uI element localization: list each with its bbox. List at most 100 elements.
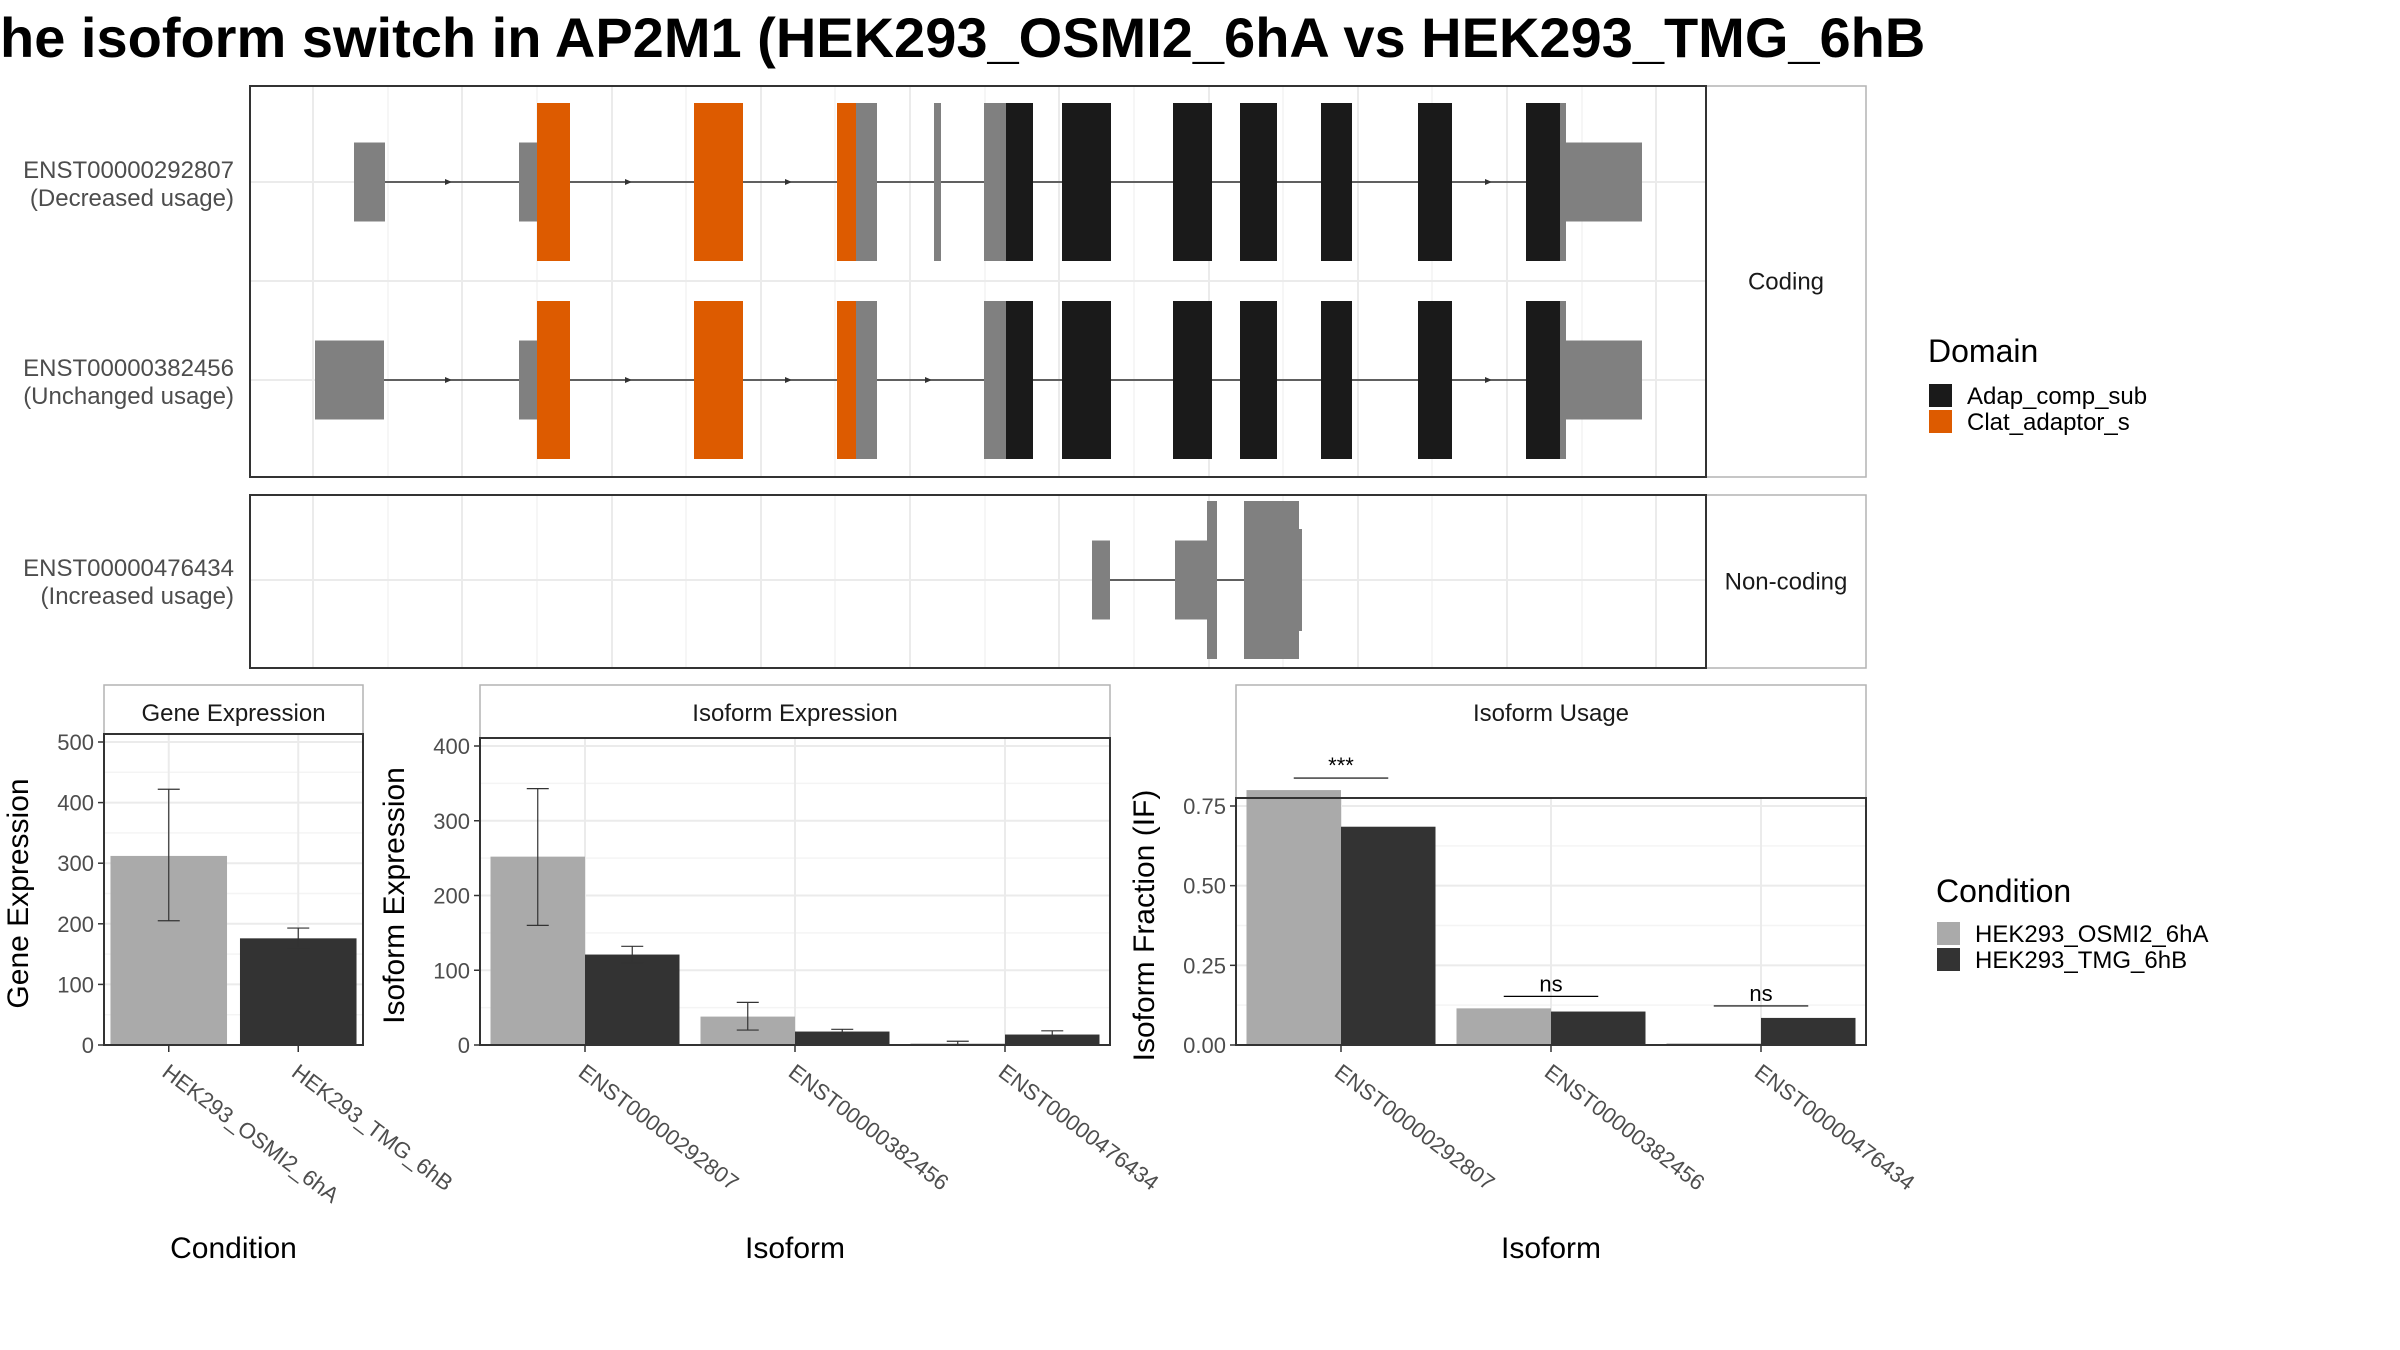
- y-tick-label: 300: [433, 809, 470, 834]
- adap-comp-sub-domain: [1062, 103, 1111, 261]
- adap-comp-sub-domain: [1418, 103, 1452, 261]
- legend-label: HEK293_OSMI2_6hA: [1975, 921, 2208, 948]
- y-tick-label: 0: [458, 1033, 470, 1058]
- direction-arrow: [1485, 377, 1492, 383]
- adap-comp-sub-domain: [1173, 103, 1212, 261]
- adap-comp-sub-domain: [1062, 301, 1111, 459]
- legend-key: [1937, 948, 1960, 971]
- direction-arrow: [785, 377, 792, 383]
- transcript-id-label: ENST00000382456: [23, 355, 234, 382]
- y-tick-label: 0.50: [1183, 874, 1226, 899]
- bar: [239, 938, 357, 1045]
- coding-exon: [856, 301, 877, 459]
- direction-arrow: [625, 377, 632, 383]
- adap-comp-sub-domain: [1526, 103, 1560, 261]
- isoform-usage-chart: Isoform Usage 0.00 0.25 0.50 0.75 *** ENST0000…: [1128, 684, 1919, 1265]
- direction-arrow: [1485, 179, 1492, 185]
- x-tick-label: ENST00000382456: [1540, 1059, 1709, 1195]
- facet-strip: [1705, 85, 1867, 478]
- adap-comp-sub-domain: [1006, 301, 1033, 459]
- utr-exon: [1566, 142, 1642, 222]
- coding-exon: [934, 103, 941, 261]
- clat-adaptor-domain: [694, 301, 743, 459]
- clat-adaptor-domain: [694, 103, 743, 261]
- structure-panel-border: [249, 494, 1707, 669]
- coding-exon: [984, 103, 1006, 261]
- panel-strip: [479, 684, 1111, 739]
- bar: [795, 1031, 890, 1045]
- adap-comp-sub-domain: [1418, 301, 1452, 459]
- legend-title: Domain: [1928, 333, 2038, 369]
- significance-label: ns: [1539, 971, 1562, 996]
- structure-panel-bg: [250, 495, 1706, 668]
- transcript-usage-label: (Decreased usage): [30, 185, 234, 212]
- coding-exon: [1560, 301, 1566, 459]
- y-tick-label: 300: [57, 851, 94, 876]
- direction-arrow: [785, 179, 792, 185]
- isoform-structure-plot: Coding Non-coding ENST00000292807(Decrease…: [23, 85, 1867, 669]
- adap-comp-sub-domain: [1240, 103, 1277, 261]
- structure-panel-border: [249, 85, 1707, 478]
- noncoding-exon: [1244, 501, 1299, 659]
- legend-title: Condition: [1936, 873, 2071, 909]
- bar: [1005, 1034, 1100, 1045]
- facet-strip: [1705, 494, 1867, 669]
- y-axis-label: Isoform Expression: [378, 767, 411, 1024]
- adap-comp-sub-domain: [1173, 301, 1212, 459]
- x-tick-label: ENST00000382456: [784, 1059, 953, 1195]
- y-tick-label: 0.75: [1183, 794, 1226, 819]
- adap-comp-sub-domain: [1321, 103, 1352, 261]
- y-tick-label: 0: [82, 1033, 94, 1058]
- y-tick-label: 400: [57, 791, 94, 816]
- transcript-id-label: ENST00000476434: [23, 555, 234, 582]
- coding-exon: [856, 103, 877, 261]
- y-tick-label: 500: [57, 730, 94, 755]
- x-axis-label: Condition: [170, 1232, 297, 1265]
- x-axis-label: Isoform: [745, 1232, 845, 1265]
- x-tick-label: ENST00000292807: [574, 1059, 743, 1195]
- panel-title: Isoform Usage: [1473, 700, 1629, 727]
- direction-arrow: [445, 179, 452, 185]
- clat-adaptor-domain: [537, 301, 570, 459]
- clat-adaptor-domain: [837, 103, 856, 261]
- panel-title: Isoform Expression: [692, 700, 897, 727]
- bar: [1456, 1008, 1551, 1045]
- isoform-expression-chart: Isoform Expression 0 100 200 300 400 ENST00000…: [378, 684, 1163, 1265]
- adap-comp-sub-domain: [1240, 301, 1277, 459]
- y-tick-label: 100: [433, 958, 470, 983]
- noncoding-exon: [1297, 529, 1302, 631]
- coding-exon: [984, 301, 1006, 459]
- utr-exon: [354, 142, 385, 222]
- panel-border: [1235, 797, 1867, 1046]
- transcript-id-label: ENST00000292807: [23, 157, 234, 184]
- utr-exon: [315, 340, 384, 420]
- transcript-usage-label: (Increased usage): [41, 583, 234, 610]
- panel-border: [479, 737, 1111, 1046]
- adap-comp-sub-domain: [1526, 301, 1560, 459]
- legend-key: [1937, 922, 1960, 945]
- significance-label: ***: [1328, 753, 1354, 778]
- adap-comp-sub-domain: [1321, 301, 1352, 459]
- direction-arrow: [445, 377, 452, 383]
- y-tick-label: 0.00: [1183, 1033, 1226, 1058]
- significance-label: ns: [1749, 981, 1772, 1006]
- coding-exon: [1560, 103, 1566, 261]
- panel-strip: [1235, 684, 1867, 799]
- panel-border: [103, 733, 364, 1046]
- bar: [1341, 826, 1436, 1045]
- y-axis-label: Gene Expression: [2, 778, 35, 1008]
- facet-label: Non-coding: [1725, 569, 1848, 596]
- y-axis-label: Isoform Fraction (IF): [1128, 790, 1161, 1062]
- transcript-usage-label: (Unchanged usage): [23, 383, 234, 410]
- panel-strip: [103, 684, 364, 735]
- direction-arrow: [925, 377, 932, 383]
- legend-key: [1929, 384, 1952, 407]
- y-tick-label: 100: [57, 972, 94, 997]
- bar: [1551, 1011, 1646, 1045]
- y-tick-label: 400: [433, 734, 470, 759]
- panel-title: Gene Expression: [141, 700, 325, 727]
- bar: [1246, 790, 1341, 1045]
- x-tick-label: ENST00000476434: [1750, 1059, 1919, 1195]
- noncoding-exon: [1207, 501, 1217, 659]
